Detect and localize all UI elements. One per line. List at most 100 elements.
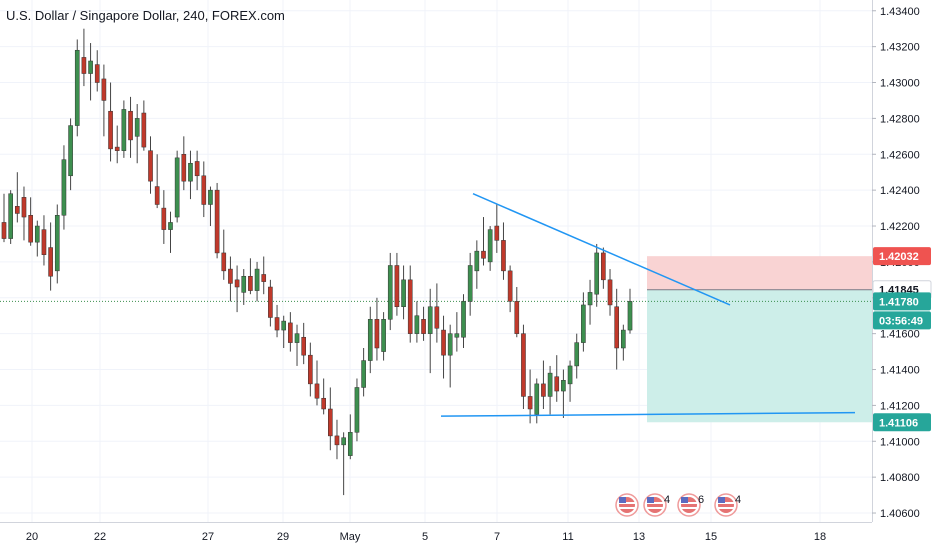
candle[interactable] [188,150,193,200]
candle[interactable] [221,229,227,280]
candle[interactable] [328,387,333,451]
candle[interactable] [541,360,546,409]
candle[interactable] [228,256,233,302]
triangle-lower-trendline[interactable] [440,411,856,417]
trend-lines[interactable] [440,193,856,417]
candle[interactable] [121,100,127,158]
candle[interactable] [601,247,606,289]
candle[interactable] [514,287,520,338]
triangle-upper-trendline[interactable] [472,193,731,306]
candle[interactable] [241,269,247,305]
us-flag-icon[interactable]: 6 [677,493,704,517]
candle[interactable] [301,322,306,365]
candle[interactable] [421,306,426,341]
candle[interactable] [88,43,93,101]
candle[interactable] [387,252,393,331]
candle[interactable] [381,312,386,361]
candle[interactable] [401,265,406,320]
candle[interactable] [308,342,313,397]
candle[interactable] [527,369,533,424]
candle[interactable] [161,190,167,244]
candle[interactable] [314,360,320,406]
candle[interactable] [134,104,140,164]
candle[interactable] [621,324,626,361]
candle[interactable] [361,348,366,397]
candle[interactable] [254,261,260,302]
candle[interactable] [54,204,60,284]
candle[interactable] [367,306,373,374]
candle[interactable] [501,222,506,280]
candle[interactable] [68,118,73,191]
candle[interactable] [61,145,67,230]
candle[interactable] [494,204,500,253]
candle[interactable] [94,50,100,92]
candle[interactable] [354,378,360,442]
candle[interactable] [561,369,566,418]
candle[interactable] [281,315,287,348]
candle[interactable] [41,215,47,266]
candle[interactable] [467,252,473,316]
candle[interactable] [347,414,353,460]
candle[interactable] [141,100,147,151]
candle[interactable] [8,190,13,244]
candle[interactable] [15,172,20,223]
candle[interactable] [214,182,220,259]
candle[interactable] [234,265,240,313]
candle[interactable] [294,324,300,366]
candle[interactable] [248,258,253,295]
economic-events[interactable]: 4 6 4 [615,493,741,517]
candle[interactable] [594,243,600,307]
candle[interactable] [148,136,153,194]
us-flag-icon[interactable]: 4 [714,493,741,517]
candle[interactable] [454,312,460,352]
us-flag-icon[interactable]: 4 [643,493,670,517]
candle[interactable] [434,283,440,343]
candle[interactable] [394,252,400,316]
candle[interactable] [268,279,273,327]
time-axis[interactable]: 20 22 27 29 May 5 7 11 13 15 18 [0,522,872,544]
candle[interactable] [101,64,107,137]
candle[interactable] [581,292,586,352]
candle[interactable] [627,288,633,334]
candle[interactable] [447,324,453,388]
candle[interactable] [574,333,580,379]
candle[interactable] [21,186,27,241]
candle[interactable] [1,193,7,243]
candle[interactable] [174,150,180,223]
candle[interactable] [374,297,380,361]
candle[interactable] [208,186,213,227]
candle[interactable] [441,315,446,379]
candle[interactable] [414,301,420,343]
candle[interactable] [48,222,53,291]
candle[interactable] [261,256,267,295]
candle[interactable] [341,432,346,496]
candle[interactable] [474,240,480,289]
candle[interactable] [461,294,466,348]
candle[interactable] [128,96,133,158]
stop-loss-zone[interactable] [647,256,872,290]
candle[interactable] [108,82,113,162]
candle[interactable] [567,360,573,402]
candlestick-series[interactable] [1,28,633,496]
candle[interactable] [201,161,207,218]
candle[interactable] [487,226,493,271]
candle[interactable] [34,220,40,257]
candle[interactable] [521,324,526,409]
candle[interactable] [427,288,433,374]
candle[interactable] [607,269,613,316]
candle[interactable] [154,154,160,209]
candle[interactable] [334,419,340,460]
candle[interactable] [114,125,120,164]
candle[interactable] [321,378,326,415]
candle[interactable] [181,136,187,191]
candle[interactable] [554,355,560,402]
take-profit-zone[interactable] [647,289,872,423]
candle[interactable] [168,211,173,253]
candle[interactable] [407,265,413,343]
candle[interactable] [507,265,513,313]
candle[interactable] [547,365,553,415]
candle[interactable] [74,39,80,137]
candle[interactable] [587,279,593,325]
candle[interactable] [194,150,200,191]
